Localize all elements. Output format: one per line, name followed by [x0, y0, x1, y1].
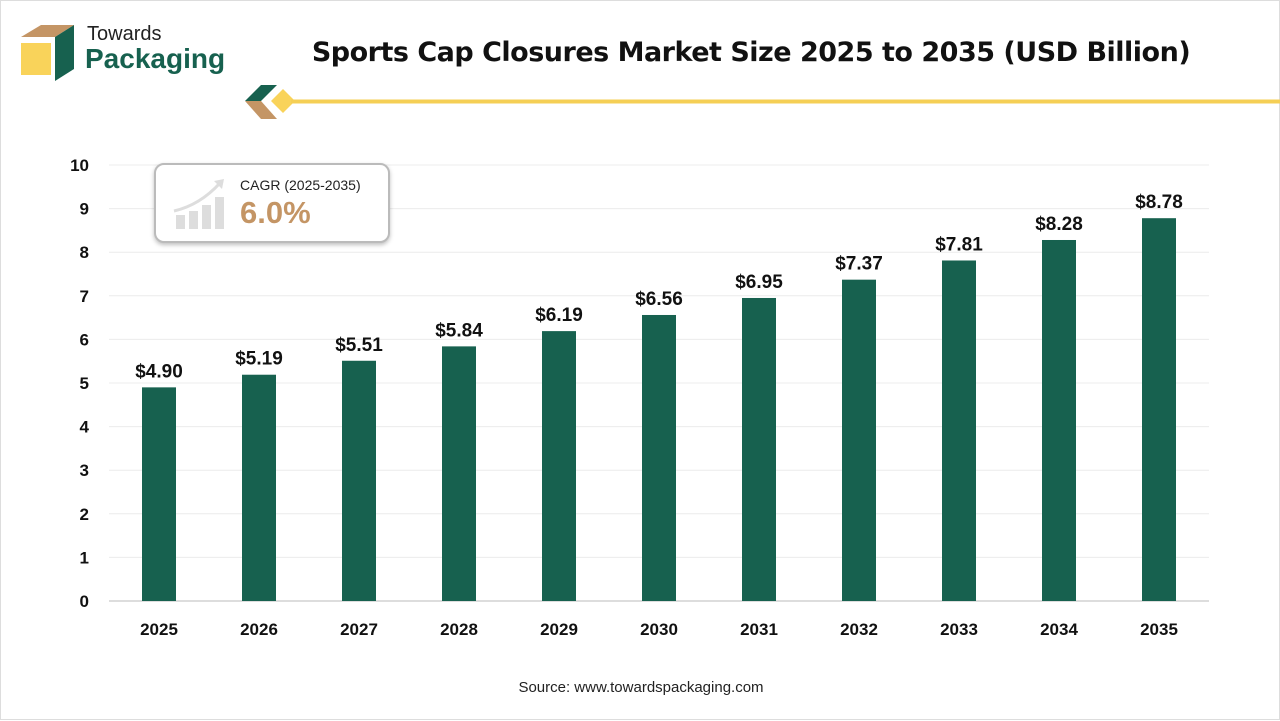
- x-tick-label: 2028: [440, 620, 478, 639]
- data-label: $5.51: [335, 335, 383, 356]
- box-logo-icon: [21, 25, 74, 81]
- x-tick-label: 2035: [1140, 620, 1178, 639]
- cagr-box: CAGR (2025-2035) 6.0%: [154, 163, 390, 243]
- brand-logo: Towards Packaging: [19, 23, 239, 83]
- bar: [142, 387, 176, 601]
- data-label: $8.78: [1135, 192, 1183, 213]
- bar: [1042, 239, 1076, 601]
- data-label: $6.95: [735, 272, 783, 293]
- x-tick-label: 2031: [740, 620, 778, 639]
- bar: [642, 314, 676, 601]
- y-tick-label: 2: [80, 505, 89, 524]
- bar: [942, 260, 976, 601]
- bar: [842, 279, 876, 601]
- y-tick-label: 5: [80, 374, 89, 393]
- x-tick-label: 2025: [140, 620, 178, 639]
- x-tick-label: 2034: [1040, 620, 1078, 639]
- data-label: $4.90: [135, 361, 183, 382]
- x-tick-label: 2033: [940, 620, 978, 639]
- y-tick-label: 1: [80, 548, 89, 567]
- y-tick-label: 0: [80, 592, 89, 611]
- x-tick-label: 2029: [540, 620, 578, 639]
- y-tick-label: 9: [80, 200, 89, 219]
- y-tick-label: 4: [80, 418, 90, 437]
- y-tick-label: 10: [70, 156, 89, 175]
- data-label: $7.37: [835, 254, 883, 275]
- data-label: $6.56: [635, 289, 683, 310]
- y-tick-label: 6: [80, 330, 89, 349]
- y-tick-label: 7: [80, 287, 89, 306]
- bar: [542, 331, 576, 601]
- data-label: $6.19: [535, 305, 583, 326]
- growth-chart-icon: [173, 179, 224, 229]
- cagr-value: 6.0%: [240, 195, 311, 230]
- source-note: Source: www.towardspackaging.com: [518, 679, 764, 696]
- data-label: $5.19: [235, 349, 283, 370]
- x-tick-label: 2027: [340, 620, 378, 639]
- bar: [742, 297, 776, 601]
- brand-line1: Towards: [87, 23, 162, 45]
- y-tick-label: 8: [80, 243, 89, 262]
- cagr-label: CAGR (2025-2035): [240, 177, 361, 193]
- bar: [1142, 218, 1176, 601]
- data-label: $8.28: [1035, 214, 1083, 235]
- x-tick-label: 2030: [640, 620, 678, 639]
- data-label: $5.84: [435, 320, 483, 341]
- bar: [442, 346, 476, 601]
- bar: [342, 360, 376, 601]
- y-tick-label: 3: [80, 461, 89, 480]
- chart-title: Sports Cap Closures Market Size 2025 to …: [311, 37, 1191, 68]
- title-underline-decoration: [245, 85, 1280, 119]
- data-label: $7.81: [935, 234, 983, 255]
- x-tick-label: 2026: [240, 620, 278, 639]
- brand-line2: Packaging: [85, 43, 226, 74]
- x-tick-label: 2032: [840, 620, 878, 639]
- bar: [242, 374, 276, 601]
